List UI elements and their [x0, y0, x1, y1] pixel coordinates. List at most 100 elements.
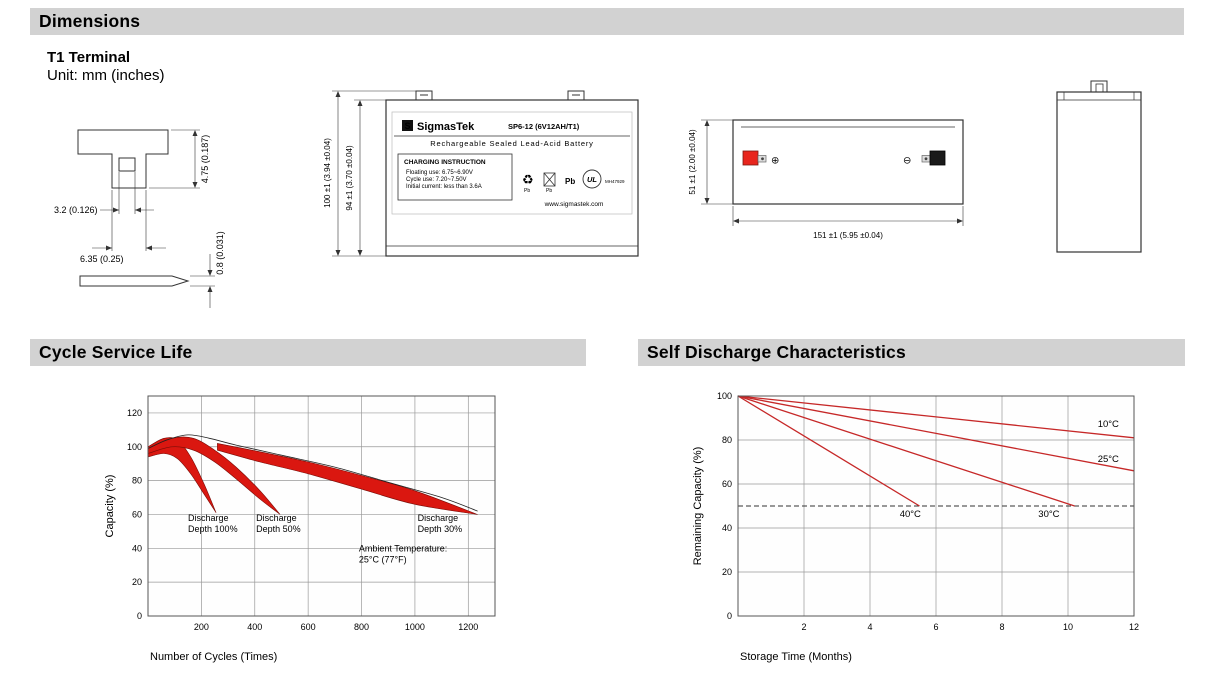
xtick-label: 600 [301, 622, 316, 632]
ytick-label: 100 [127, 442, 142, 452]
side-length-dim: 151 ±1 (5.95 ±0.04) [813, 231, 883, 240]
battery-front-view: 100 ±1 (3.94 ±0.04) 94 ±1 (3.70 ±0.04) S… [323, 90, 639, 257]
terminal-cross-section [77, 129, 169, 189]
plot-border [147, 395, 496, 617]
annotation-line: Ambient Temperature: [359, 544, 447, 554]
annotation-line: Depth 50% [256, 524, 301, 534]
no-trash-icon [543, 172, 556, 187]
charging-title: CHARGING INSTRUCTION [404, 159, 486, 166]
x-axis-label: Number of Cycles (Times) [150, 651, 277, 663]
xtick-label: 12 [1129, 622, 1139, 632]
battery-end-view [1056, 80, 1142, 253]
dimension-lines [92, 129, 215, 308]
negative-terminal-icon [929, 150, 946, 166]
charging-instruction-box [397, 153, 513, 201]
front-total-height-dim: 100 ±1 (3.94 ±0.04) [323, 138, 332, 208]
ytick-label: 120 [127, 408, 142, 418]
dimensions-title: Dimensions [39, 11, 141, 31]
minus-symbol: ⊖ [903, 156, 911, 167]
self-discharge-chart: 0 20 40 60 80 100 2 4 6 8 10 12 10°C 25°C 40°C 30°C Rema… [692, 391, 1139, 663]
cycle-life-section-header: Cycle Service Life [30, 339, 586, 366]
ul-letters: UL [587, 175, 597, 184]
self-discharge-title: Self Discharge Characteristics [647, 342, 906, 362]
annotation: Discharge Depth 100% [188, 513, 238, 534]
website-text: www.sigmastek.com [544, 201, 604, 208]
top-terminal [1090, 80, 1108, 92]
band-discharge-depth-50 [147, 436, 281, 515]
annotation: Discharge Depth 50% [256, 513, 301, 534]
ytick-label: 80 [132, 476, 142, 486]
positive-terminal-icon [742, 150, 759, 166]
xtick-label: 10 [1063, 622, 1073, 632]
xtick-label: 1200 [458, 622, 478, 632]
series-30c [737, 395, 1075, 507]
line-label-10-c: 10°C [1098, 419, 1119, 430]
brand-logo-icon [402, 120, 413, 131]
series-10c [737, 395, 1135, 439]
trash-pb-label: Pb [546, 188, 552, 194]
annotation: Discharge Depth 30% [418, 513, 463, 534]
recycle-pb-label: Pb [524, 188, 530, 194]
terminal-height-dim: 4.75 (0.187) [200, 135, 210, 184]
terminal-detail-drawing: 4.75 (0.187) 3.2 (0.126) 6.35 (0.25) 0.8… [54, 129, 225, 308]
self-discharge-section-header: Self Discharge Characteristics [638, 339, 1185, 366]
xtick-label: 4 [867, 622, 872, 632]
case-lid-lines [1057, 92, 1141, 101]
plus-symbol: ⊕ [771, 156, 779, 167]
ytick-label: 20 [722, 567, 732, 577]
ytick-label: 0 [727, 611, 732, 621]
envelope-curve [147, 434, 478, 512]
annotation-line: Depth 100% [188, 524, 238, 534]
top-terminal-slot [1095, 83, 1104, 93]
xtick-label: 400 [247, 622, 262, 632]
line-label-40-c: 40°C [900, 509, 921, 520]
battery-case [1056, 91, 1142, 253]
dimensions-section-header: Dimensions [30, 8, 1184, 35]
annotation-line: Discharge [188, 513, 229, 523]
series-25c [737, 395, 1135, 472]
front-case-height-dim: 94 ±1 (3.70 ±0.04) [345, 145, 354, 211]
line-label-25-c: 25°C [1098, 454, 1119, 465]
annotation-line: 25°C (77°F) [359, 555, 407, 565]
ul-mark-icon [582, 169, 602, 189]
terminal-blade-side-view [79, 275, 190, 287]
charging-line-1: Floating use: 6.75~6.90V [406, 170, 473, 176]
recycle-icon: ♻ [522, 172, 534, 187]
band-discharge-depth-30 [217, 443, 478, 515]
line-label-30-c: 30°C [1038, 509, 1059, 520]
battery-type-text: Rechargeable Sealed Lead-Acid Battery [430, 139, 593, 148]
annotation-line: Discharge [418, 513, 459, 523]
brand-logo-letter: S [404, 121, 410, 131]
cycle-life-title: Cycle Service Life [39, 342, 193, 362]
cycle-life-chart: 0 20 40 60 80 100 120 200 400 600 800 1000 1200 Disch… [104, 395, 496, 663]
ytick-label: 40 [132, 543, 142, 553]
dimension-lines [332, 90, 416, 257]
ytick-label: 60 [132, 509, 142, 519]
unit-label: Unit: mm (inches) [47, 67, 165, 84]
ul-file-number: MH47929 [605, 179, 625, 184]
xtick-label: 8 [999, 622, 1004, 632]
ytick-label: 80 [722, 435, 732, 445]
side-height-dim: 51 ±1 (2.00 ±0.04) [688, 129, 697, 195]
x-axis-label: Storage Time (Months) [740, 651, 852, 663]
plot-border [737, 395, 1135, 617]
annotation-line: Depth 30% [418, 524, 463, 534]
charging-line-3: Initial current: less than 3.6A [406, 184, 482, 190]
dimension-lines [701, 119, 964, 226]
annotation-line: Discharge [256, 513, 297, 523]
annotation: Ambient Temperature: 25°C (77°F) [359, 544, 447, 565]
terminal-thickness-dim: 0.8 (0.031) [215, 231, 225, 275]
negative-tab-hole [924, 157, 928, 161]
xtick-label: 1000 [405, 622, 425, 632]
pb-mark: Pb [565, 177, 575, 186]
charging-line-2: Cycle use: 7.20~7.50V [406, 177, 467, 183]
ytick-label: 60 [722, 479, 732, 489]
ytick-label: 20 [132, 577, 142, 587]
ytick-label: 40 [722, 523, 732, 533]
series-40c [737, 395, 920, 507]
ytick-label: 100 [717, 391, 732, 401]
xtick-label: 2 [801, 622, 806, 632]
brand-name: SigmasTek [417, 121, 475, 133]
xtick-label: 6 [933, 622, 938, 632]
